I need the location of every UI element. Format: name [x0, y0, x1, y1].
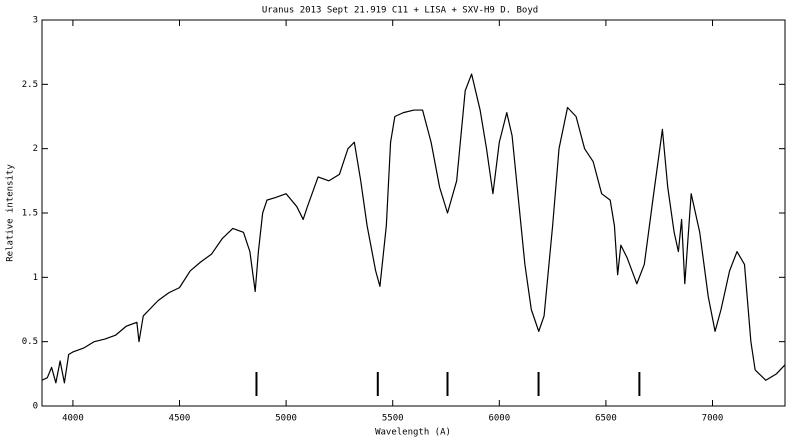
- x-tick-label: 6000: [488, 414, 510, 424]
- spectrum-line: [41, 73, 786, 384]
- y-tick-label: 2.5: [22, 80, 38, 90]
- chart-title: Uranus 2013 Sept 21.919 C11 + LISA + SXV…: [262, 6, 538, 16]
- x-axis-label: Wavelength (A): [375, 428, 451, 438]
- y-tick-label: 0: [33, 402, 38, 412]
- y-tick-label: 2: [33, 144, 38, 154]
- x-tick-label: 4500: [169, 414, 191, 424]
- x-tick-label: 6500: [595, 414, 617, 424]
- x-tick-label: 4000: [62, 414, 84, 424]
- y-tick-label: 1: [33, 273, 38, 283]
- y-tick-label: 0.5: [22, 337, 38, 347]
- y-tick-label: 1.5: [22, 209, 38, 219]
- y-axis-label: Relative intensity: [6, 164, 16, 262]
- x-tick-label: 5500: [382, 414, 404, 424]
- x-tick-label: 7000: [702, 414, 724, 424]
- x-tick-label: 5000: [275, 414, 297, 424]
- plot-frame: [41, 19, 786, 407]
- y-tick-label: 3: [33, 16, 38, 26]
